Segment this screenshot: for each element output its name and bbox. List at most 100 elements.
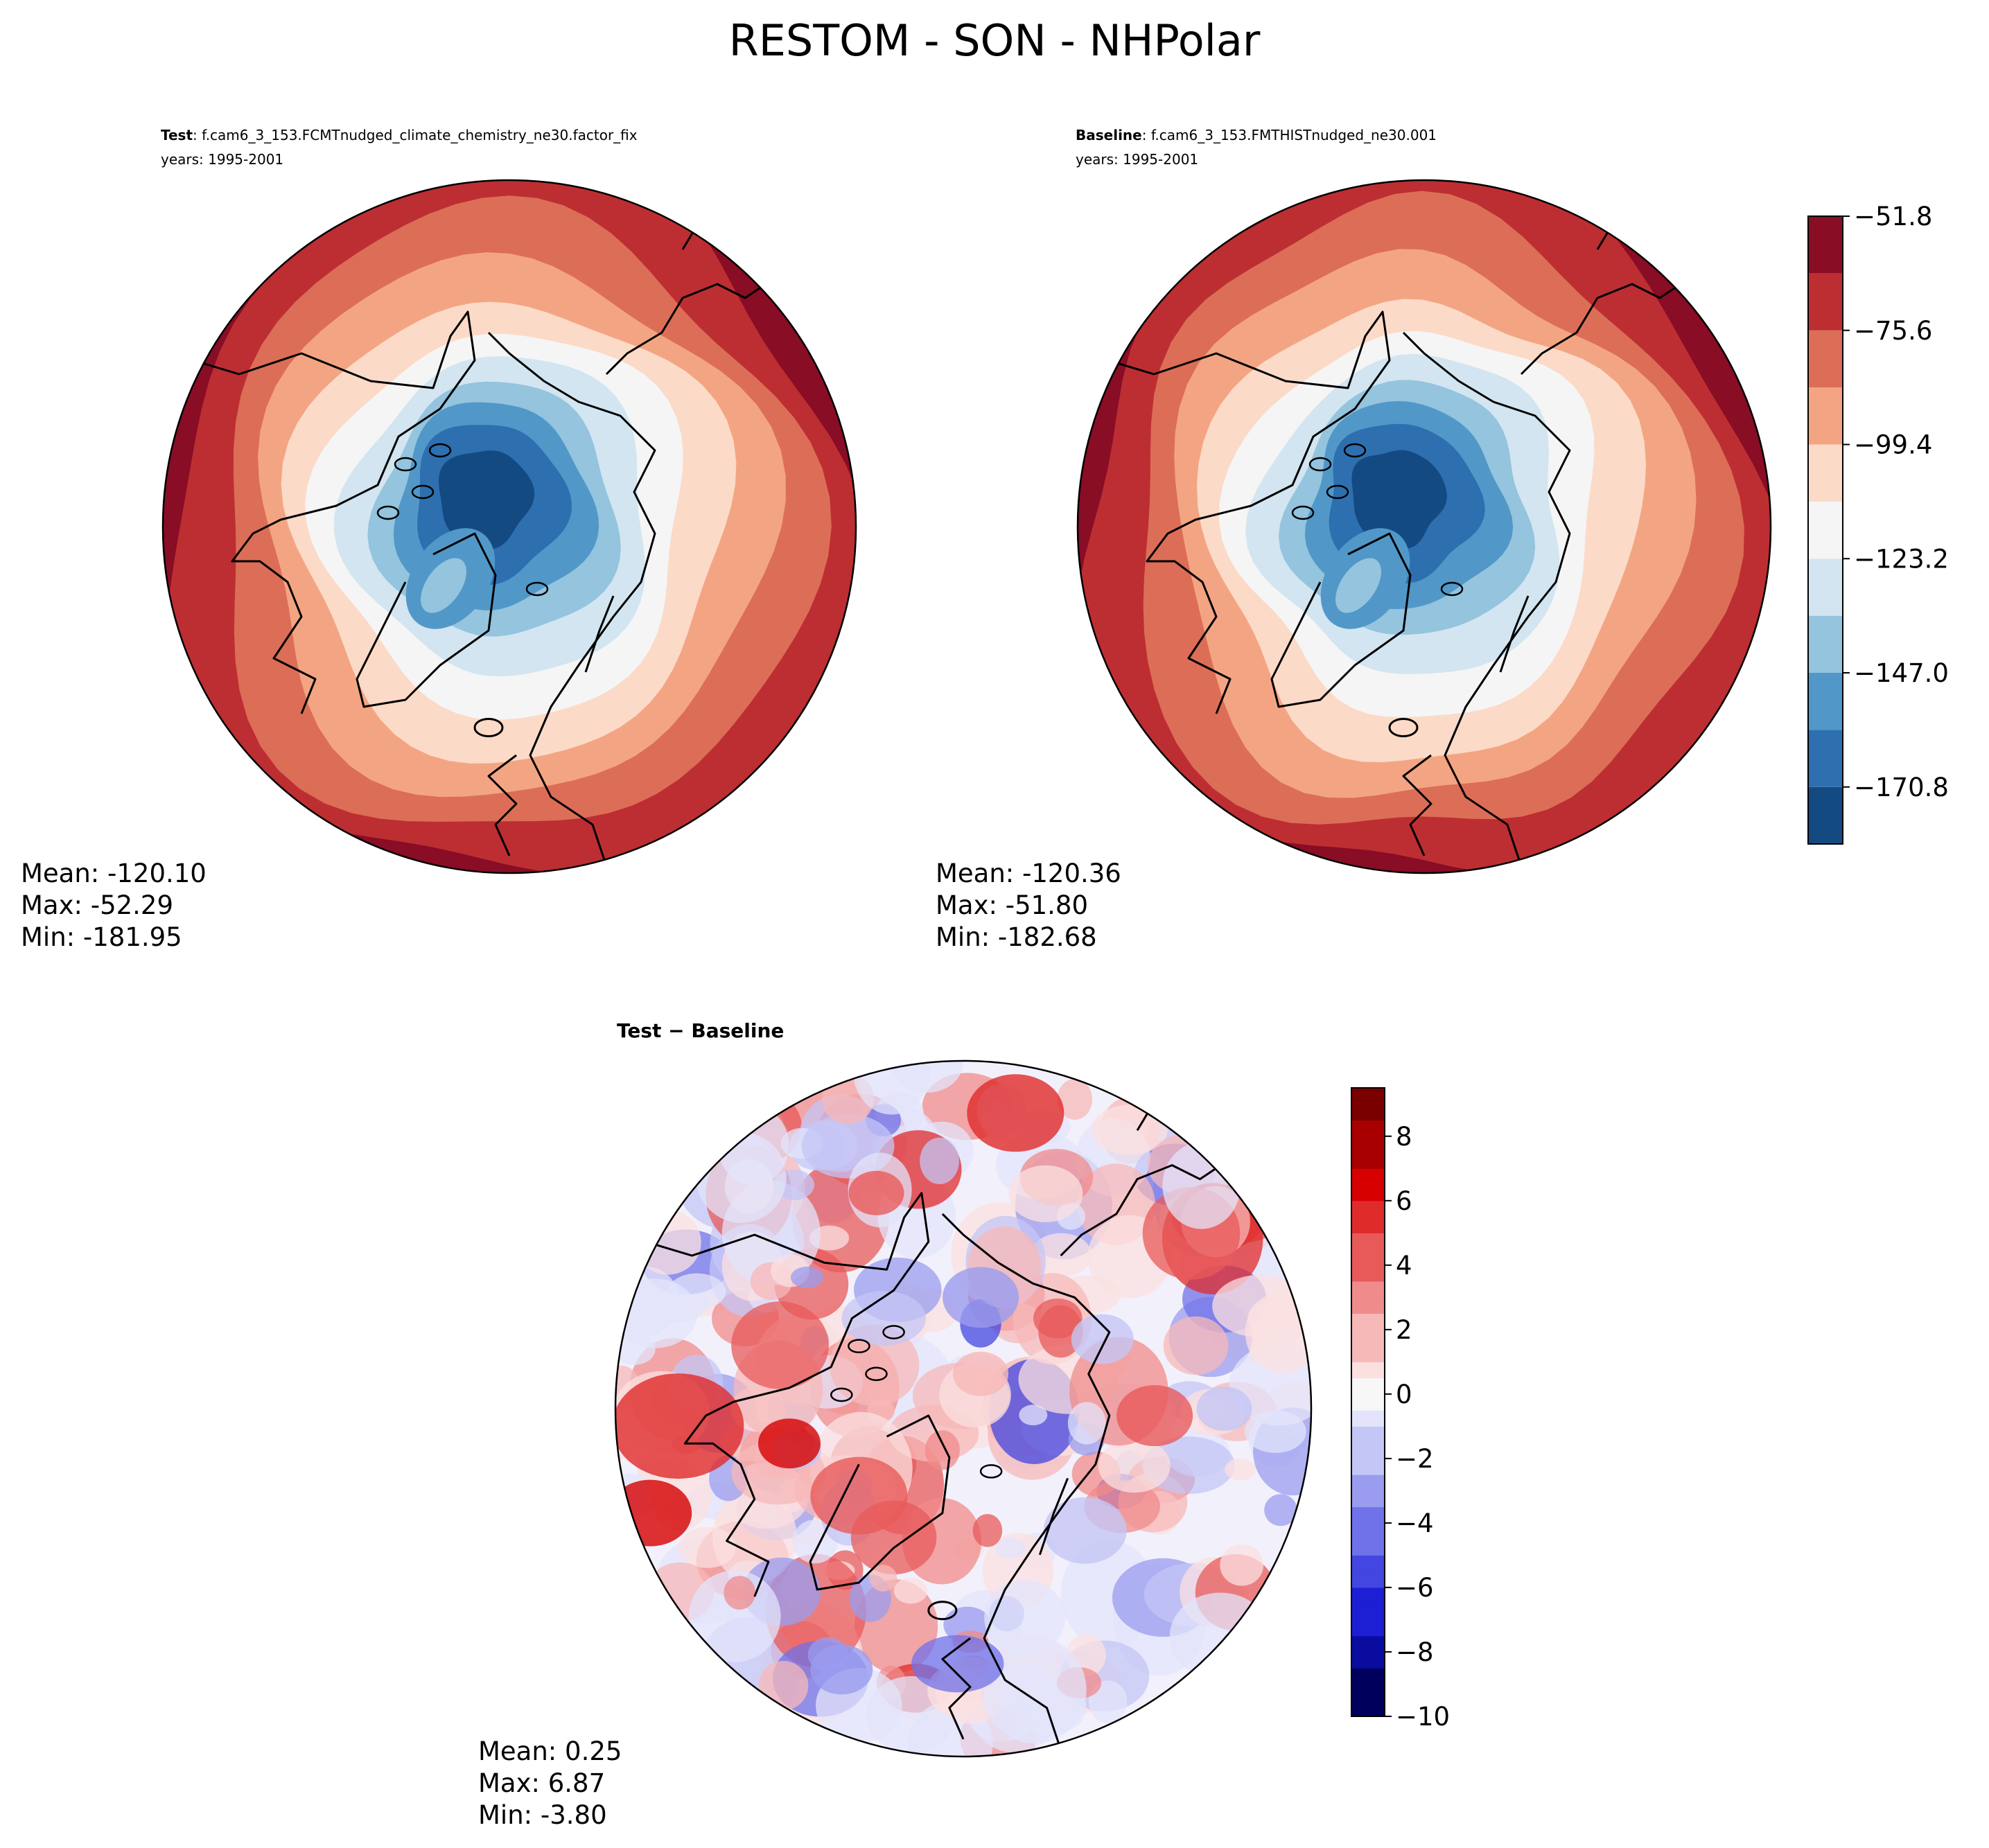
diff-colorbar-swatch [1351, 1152, 1385, 1169]
diff-blob [1019, 1405, 1048, 1425]
coastline-island-0 [848, 1339, 870, 1353]
diff-positive-feature [848, 1170, 904, 1215]
colorbar-frame [1807, 215, 1843, 845]
test-map-boundary [161, 179, 857, 874]
diff-colorbar-swatch [1351, 1475, 1385, 1491]
diff-positive-feature [953, 1351, 1009, 1396]
colorbar-swatch [1808, 216, 1843, 274]
baseline-map [1078, 180, 1771, 873]
diff-colorbar-tick-label: −10 [1396, 1702, 1450, 1732]
colorbar-swatch [1808, 786, 1843, 844]
test-max: Max: -52.29 [21, 890, 173, 920]
coastline-1 [1270, 532, 1412, 708]
diff-blob [1169, 1592, 1271, 1680]
diff-colorbar-swatch [1351, 1104, 1385, 1121]
coastline-2 [941, 1213, 1111, 1750]
diff-blob [1038, 1305, 1083, 1358]
coastline-island-1 [411, 484, 435, 500]
diff-colorbar-swatch [1351, 1265, 1385, 1282]
coastline-3 [584, 595, 615, 673]
diff-blob [893, 1577, 928, 1604]
coastline-island-4 [525, 581, 549, 597]
diff-colorbar-swatch [1351, 1378, 1385, 1395]
diff-colorbar-swatch [1351, 1346, 1385, 1362]
coastline-2 [1402, 331, 1571, 867]
coastline-island-0 [1308, 457, 1332, 472]
diff-blob [1225, 1458, 1256, 1481]
diff-colorbar-swatch [1351, 1587, 1385, 1604]
diff-colorbar-swatch [1351, 1168, 1385, 1186]
diff-blob [1163, 1316, 1229, 1375]
diff-colorbar-swatch [1351, 1249, 1385, 1266]
diff-colorbar-swatch [1351, 1233, 1385, 1250]
diff-blob [731, 1301, 829, 1389]
diff-blob [972, 1514, 1003, 1547]
diff-blob [869, 1565, 897, 1592]
diff-colorbar-tick-label: −2 [1396, 1444, 1434, 1474]
diff-negative-feature [1071, 1314, 1134, 1364]
test-map [163, 180, 856, 873]
colorbar-difference: 8 6 4 2 0 −2 −4 −6 −8 −10 [1351, 1087, 1450, 1732]
diff-colorbar-swatch [1351, 1635, 1385, 1653]
diff-colorbar-swatch [1351, 1490, 1385, 1508]
diff-blob [853, 1061, 930, 1115]
panel-difference: Test − Baseline Mean: 0.25 Max: 6.87 Min… [478, 1019, 1313, 1830]
diff-positive-feature [967, 1074, 1064, 1152]
diff-colorbar-swatch [1351, 1652, 1385, 1669]
colorbar-absolute: −51.8 −75.6 −99.4 −123.2 −147.0 −170.8 [1807, 202, 1949, 845]
diff-negative-feature [943, 1267, 1019, 1328]
diff-blob [911, 1635, 1004, 1693]
diff-colorbar-tick-label: −8 [1396, 1637, 1434, 1667]
diff-blob [984, 1580, 1066, 1656]
diff-colorbar-swatch [1351, 1136, 1385, 1153]
colorbar-swatch [1808, 273, 1843, 331]
diff-colorbar-swatch [1351, 1426, 1385, 1443]
coastline-2 [487, 331, 656, 867]
diff-negative-feature [1196, 1387, 1252, 1431]
diff-mean: Mean: 0.25 [478, 1736, 622, 1766]
colorbar-swatch [1808, 558, 1843, 616]
diff-colorbar-swatch [1351, 1184, 1385, 1202]
coastline-island-2 [1291, 505, 1315, 520]
diff-blob [829, 1324, 920, 1407]
baseline-map-boundary [1076, 179, 1772, 874]
diff-colorbar-frame [1351, 1087, 1385, 1717]
diff-colorbar-tick-label: 2 [1396, 1315, 1412, 1345]
coastline-iceland [473, 718, 504, 737]
test-subtitle-label: Test [161, 127, 193, 143]
diff-colorbar-swatch [1351, 1458, 1385, 1475]
coastline-island-0 [394, 457, 417, 472]
colorbar-tick-label: −51.8 [1854, 202, 1932, 231]
diff-negative-feature [810, 1644, 873, 1695]
diff-blob [1067, 1402, 1106, 1445]
diff-blob [1098, 1438, 1171, 1493]
colorbar-tick-label: −123.2 [1854, 544, 1949, 574]
diff-colorbar-swatch [1351, 1619, 1385, 1637]
diff-colorbar-swatch [1351, 1329, 1385, 1346]
diff-colorbar-tick-label: 0 [1396, 1380, 1412, 1409]
colorbar-swatch [1808, 387, 1843, 445]
coastline-island-4 [1440, 581, 1464, 597]
diff-positive-feature [758, 1418, 821, 1469]
diff-blob [724, 1576, 755, 1610]
coastline-6 [1402, 754, 1432, 856]
coastline-3 [1038, 1477, 1069, 1556]
difference-map-boundary [614, 1059, 1313, 1758]
colorbar-swatch [1808, 444, 1843, 502]
contour-band-0 [1351, 450, 1447, 549]
test-years: years: 1995-2001 [161, 151, 283, 168]
diff-colorbar-swatch [1351, 1506, 1385, 1524]
diff-colorbar-tick-label: −4 [1396, 1508, 1434, 1538]
colorbar-tick-label: −170.8 [1854, 773, 1949, 802]
diff-colorbar-swatch [1351, 1522, 1385, 1540]
diff-blob [718, 1105, 789, 1186]
coastline-island-3 [882, 1325, 905, 1339]
colorbar-tick-label: −75.6 [1854, 316, 1932, 346]
diff-negative-feature [1043, 1497, 1127, 1564]
diff-blob [1091, 1105, 1168, 1155]
diff-positive-feature [615, 1479, 692, 1547]
diff-min: Min: -3.80 [478, 1800, 607, 1830]
diff-colorbar-swatch [1351, 1684, 1385, 1701]
colorbar-swatch [1808, 330, 1843, 388]
